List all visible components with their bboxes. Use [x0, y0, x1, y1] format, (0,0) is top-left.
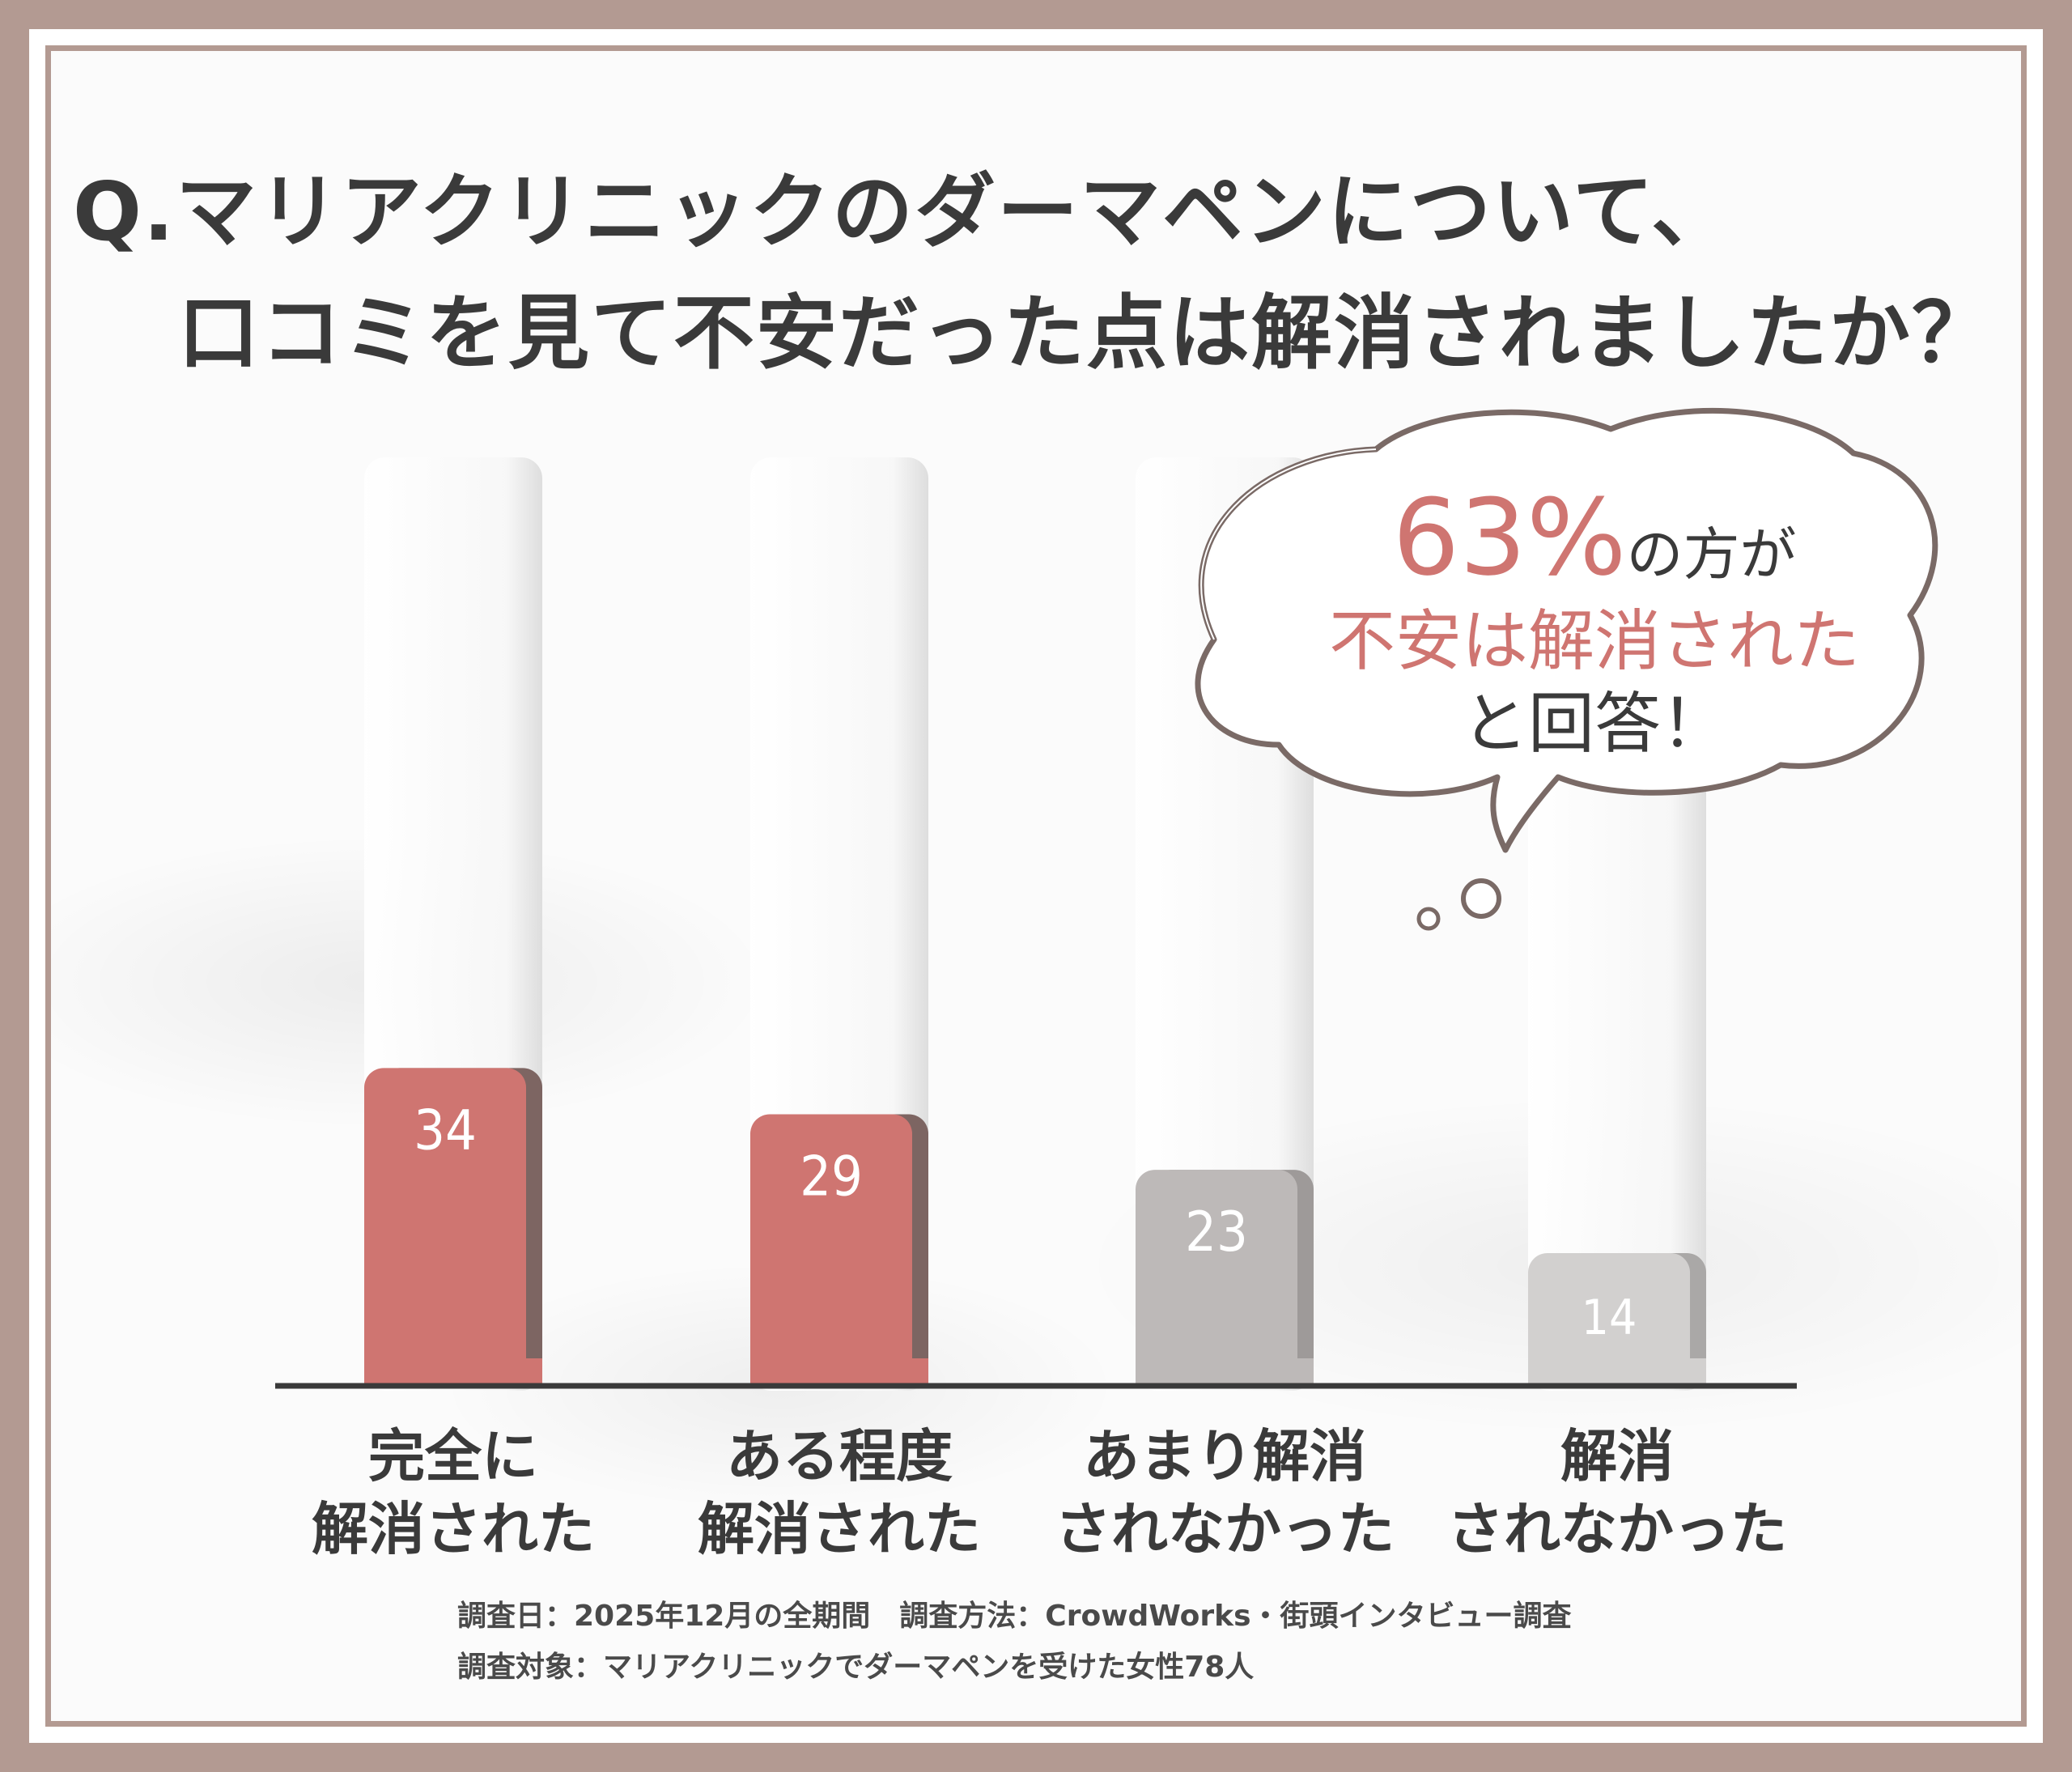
category-label: 解消 されなかった — [1374, 1421, 1860, 1566]
question-title-line-1: Q.マリアクリニックのダーマペンについて、 — [73, 164, 1734, 259]
survey-notes: 調査日：2025年12月の全期間 調査方法：CrowdWorks・街頭インタビュ… — [457, 1591, 1572, 1693]
callout-text: 63%の方が 不安は解消された と回答！ — [1198, 476, 1991, 763]
category-label-line: されなかった — [1055, 1495, 1395, 1562]
category-label-line: ある程度 — [726, 1423, 953, 1489]
callout-highlight: 不安は解消された — [1328, 602, 1860, 680]
bar — [364, 1068, 526, 1387]
bar-base — [750, 1358, 928, 1386]
bar-base — [1528, 1358, 1706, 1386]
bar — [1528, 1252, 1690, 1387]
bar — [1136, 1170, 1297, 1387]
bar-value-label: 14 — [1582, 1290, 1637, 1346]
category-label-line: 完全に — [368, 1423, 538, 1489]
callout-percent: 63% — [1392, 476, 1627, 599]
question-title-line-2: 口コミを見て不安だった点は解消されましたか？ — [178, 286, 1994, 380]
category-label-line: 解消された — [312, 1495, 595, 1562]
category-label: 完全に 解消された — [210, 1421, 696, 1566]
category-label-line: されなかった — [1447, 1495, 1787, 1562]
category-label-line: 解消 — [1560, 1423, 1674, 1489]
survey-note-line-1: 調査日：2025年12月の全期間 調査方法：CrowdWorks・街頭インタビュ… — [457, 1600, 1572, 1633]
bar-base — [1136, 1358, 1314, 1386]
bar-value-label: 34 — [414, 1098, 477, 1162]
bar — [750, 1114, 912, 1387]
bar-value-label: 23 — [1185, 1200, 1248, 1264]
category-label-line: あまり解消 — [1083, 1423, 1366, 1489]
survey-note-line-2: 調査対象：マリアクリニックでダーマペンを受けた女性78人 — [457, 1651, 1255, 1684]
bar-base — [364, 1358, 542, 1386]
category-label: ある程度 解消された — [597, 1421, 1082, 1566]
category-label: あまり解消 されなかった — [982, 1421, 1467, 1566]
speech-bubble — [1195, 407, 1938, 931]
callout-suffix: の方が — [1626, 521, 1797, 588]
bar-value-label: 29 — [800, 1145, 863, 1209]
category-label-line: 解消された — [698, 1495, 981, 1562]
callout-answer: と回答！ — [1461, 685, 1727, 763]
